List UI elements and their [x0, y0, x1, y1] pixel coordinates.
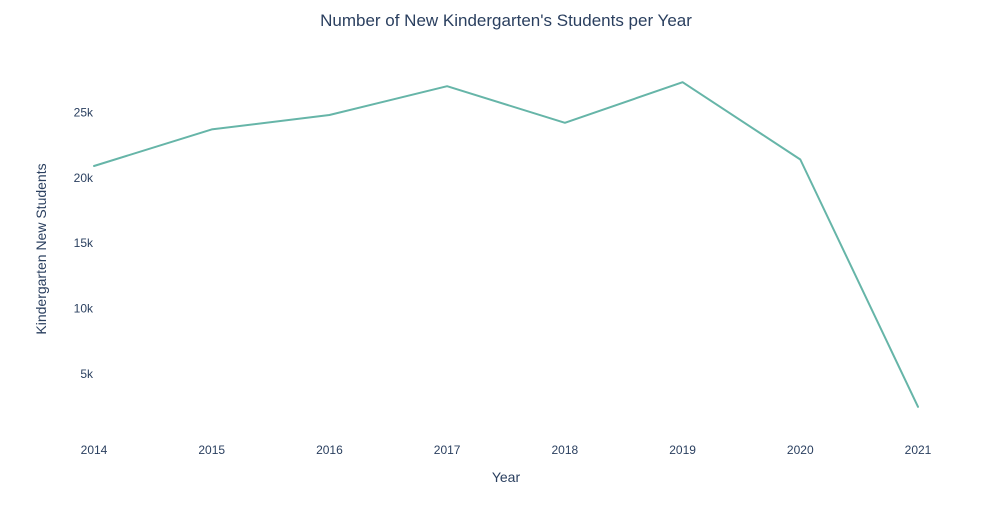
y-tick-label: 25k [74, 105, 94, 119]
y-tick-label: 5k [80, 367, 94, 381]
x-tick-label: 2017 [434, 443, 461, 457]
x-axis-title: Year [492, 469, 521, 485]
y-axis-title: Kindergarten New Students [33, 163, 49, 334]
y-tick-label: 15k [74, 236, 94, 250]
x-tick-label: 2021 [905, 443, 932, 457]
data-point-2018[interactable] [561, 119, 569, 127]
x-tick-label: 2018 [552, 443, 579, 457]
chart-title: Number of New Kindergarten's Students pe… [320, 11, 692, 30]
y-axis: 5k 10k 15k 20k 25k [74, 105, 94, 381]
plot-area [90, 78, 922, 411]
x-tick-label: 2016 [316, 443, 343, 457]
data-point-2014[interactable] [90, 162, 98, 170]
y-tick-label: 10k [74, 302, 94, 316]
x-axis: 2014 2015 2016 2017 2018 2019 2020 2021 [81, 443, 932, 457]
x-tick-label: 2015 [198, 443, 225, 457]
x-tick-label: 2020 [787, 443, 814, 457]
data-point-2021[interactable] [914, 403, 922, 411]
x-tick-label: 2014 [81, 443, 108, 457]
data-point-2016[interactable] [325, 111, 333, 119]
data-point-2017[interactable] [443, 82, 451, 90]
x-tick-label: 2019 [669, 443, 696, 457]
data-point-2019[interactable] [679, 78, 687, 86]
series-line [93, 81, 919, 408]
data-point-2015[interactable] [208, 125, 216, 133]
data-point-2020[interactable] [796, 155, 804, 163]
y-tick-label: 20k [74, 171, 94, 185]
